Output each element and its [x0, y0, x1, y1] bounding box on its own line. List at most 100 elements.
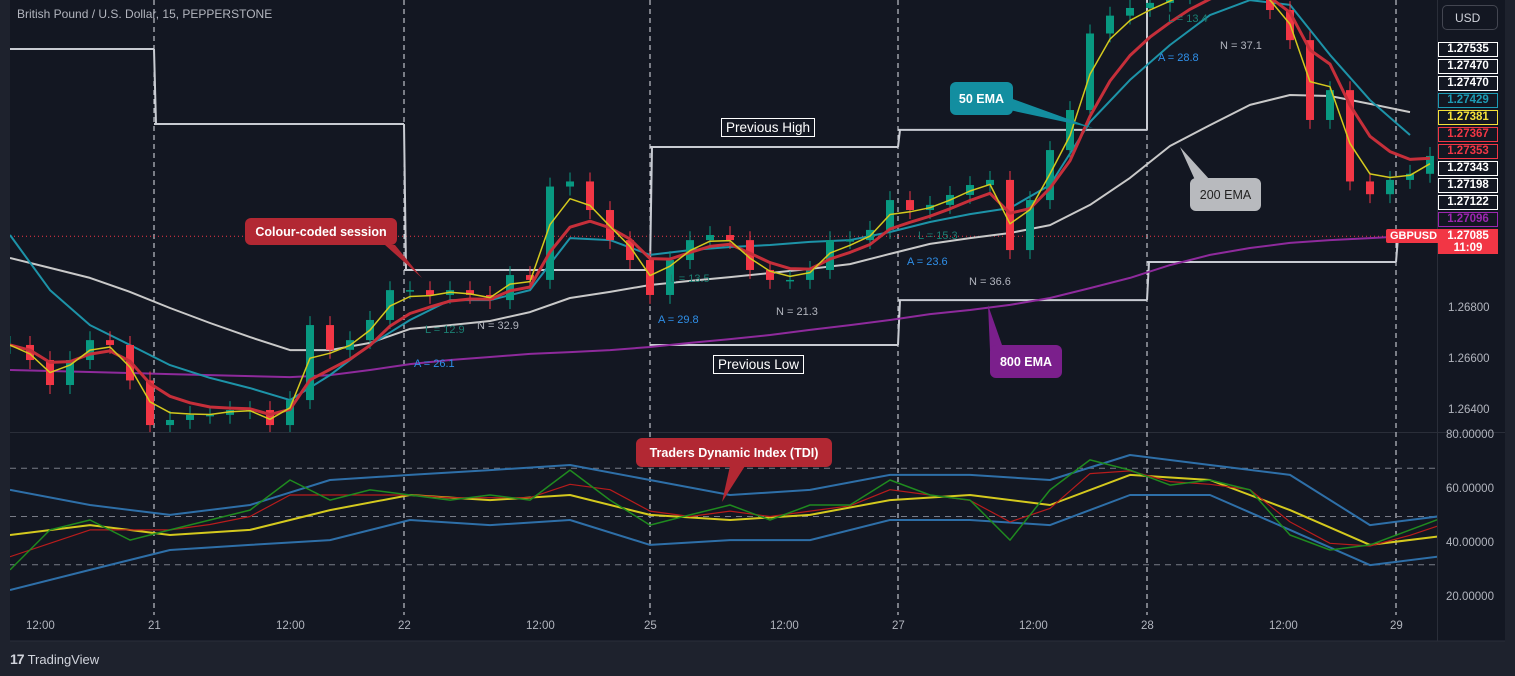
session-stat: N = 36.6 — [969, 276, 1011, 288]
time-tick: 22 — [398, 620, 411, 632]
price-axis-label: 1.27198 — [1438, 178, 1498, 193]
candle[interactable] — [1006, 179, 1014, 251]
candle[interactable] — [626, 240, 634, 261]
candle[interactable] — [66, 360, 74, 386]
price-tick: 1.26800 — [1448, 302, 1490, 314]
candle[interactable] — [406, 290, 414, 292]
current-price: 1.27085 — [1447, 230, 1489, 242]
tradingview-logo-icon: 17 — [10, 651, 25, 667]
time-tick: 12:00 — [526, 620, 555, 632]
tdi-tick: 40.00000 — [1446, 537, 1494, 549]
candle[interactable] — [1386, 179, 1394, 195]
ema50-callout-pointer — [1000, 98, 1093, 128]
annotation-previous-low[interactable]: Previous Low — [713, 355, 805, 374]
previous-high-step — [153, 49, 157, 125]
candle[interactable] — [966, 185, 974, 195]
annotation-200-ema[interactable]: 200 EMA — [1190, 178, 1261, 211]
candle[interactable] — [106, 340, 114, 345]
price-axis-label: 1.27470 — [1438, 76, 1498, 91]
candle[interactable] — [266, 410, 274, 426]
candle[interactable] — [466, 290, 474, 295]
candle[interactable] — [1026, 200, 1034, 251]
candle[interactable] — [186, 414, 194, 420]
candle[interactable] — [26, 344, 34, 361]
annotation-tdi[interactable]: Traders Dynamic Index (TDI) — [636, 438, 832, 467]
candle[interactable] — [1326, 90, 1334, 120]
candle[interactable] — [286, 400, 294, 426]
candle[interactable] — [766, 269, 774, 280]
candle[interactable] — [746, 240, 754, 270]
session-stat: A = 29.8 — [658, 314, 699, 326]
previous-high-step — [897, 129, 901, 148]
candle[interactable] — [546, 186, 554, 280]
tdi-pane[interactable] — [10, 454, 1450, 591]
session-stat: A = 26.1 — [414, 358, 455, 370]
session-stat: L = 13.4 — [1168, 13, 1208, 25]
price-axis-label: 1.27367 — [1438, 127, 1498, 142]
time-tick: 28 — [1141, 620, 1154, 632]
candle[interactable] — [1066, 110, 1074, 151]
price-axis-label: 1.27535 — [1438, 42, 1498, 57]
annotation-800-ema[interactable]: 800 EMA — [990, 345, 1062, 378]
candle[interactable] — [666, 260, 674, 295]
time-tick: 27 — [892, 620, 905, 632]
tdi-tick: 20.00000 — [1446, 591, 1494, 603]
candle[interactable] — [706, 235, 714, 241]
price-tick: 1.26400 — [1448, 404, 1490, 416]
candle[interactable] — [526, 275, 534, 280]
candle[interactable] — [646, 260, 654, 295]
candle[interactable] — [846, 240, 854, 242]
candle[interactable] — [206, 414, 214, 417]
price-axis-labels: 1.27535 1.27470 1.27470 1.27429 1.27381 1.273… — [1438, 42, 1498, 256]
candle[interactable] — [726, 235, 734, 241]
candle[interactable] — [906, 200, 914, 211]
candle[interactable] — [786, 279, 794, 282]
time-tick: 25 — [644, 620, 657, 632]
chart-title: British Pound / U.S. Dollar, 15, PEPPERS… — [17, 7, 273, 21]
candle[interactable] — [1426, 155, 1434, 174]
session-stat: L = 12.9 — [425, 324, 465, 336]
candle[interactable] — [306, 325, 314, 401]
session-stat: A = 23.6 — [907, 256, 948, 268]
annotation-50-ema[interactable]: 50 EMA — [950, 82, 1013, 115]
time-tick: 21 — [148, 620, 161, 632]
tradingview-logo[interactable]: 17 TradingView — [10, 651, 99, 667]
tdi-rsi-line — [10, 459, 1437, 571]
candle[interactable] — [826, 240, 834, 270]
session-stat: L = 15.3 — [918, 230, 958, 242]
candle[interactable] — [386, 290, 394, 320]
session-stat: N = 32.9 — [477, 320, 519, 332]
candle[interactable] — [1406, 173, 1414, 180]
price-axis-label: 1.27470 — [1438, 59, 1498, 74]
tdi-tick: 60.00000 — [1446, 483, 1494, 495]
price-tick: 1.26600 — [1448, 353, 1490, 365]
candle[interactable] — [566, 181, 574, 187]
time-tick: 12:00 — [770, 620, 799, 632]
candle[interactable] — [166, 419, 174, 426]
candle[interactable] — [806, 269, 814, 280]
currency-button[interactable]: USD — [1442, 5, 1498, 30]
candle[interactable] — [426, 290, 434, 295]
candle[interactable] — [1086, 33, 1094, 111]
symbol-label: GBPUSD — [1386, 229, 1442, 243]
candle[interactable] — [606, 210, 614, 241]
candle[interactable] — [326, 325, 334, 350]
previous-low-step — [897, 300, 901, 346]
candle[interactable] — [1106, 15, 1114, 34]
candle[interactable] — [1126, 7, 1134, 16]
tradingview-brand: TradingView — [27, 651, 100, 667]
annotation-session[interactable]: Colour-coded session — [245, 218, 397, 245]
previous-high-step — [649, 146, 653, 270]
previous-high-step — [403, 124, 407, 270]
candle[interactable] — [1346, 90, 1354, 182]
time-tick: 29 — [1390, 620, 1403, 632]
candle[interactable] — [586, 181, 594, 211]
candle[interactable] — [986, 179, 994, 186]
candle[interactable] — [1146, 2, 1154, 8]
time-tick: 12:00 — [1019, 620, 1048, 632]
annotation-previous-high[interactable]: Previous High — [721, 118, 816, 137]
candle[interactable] — [1366, 181, 1374, 195]
candle[interactable] — [1266, 0, 1274, 11]
candle[interactable] — [506, 275, 514, 301]
